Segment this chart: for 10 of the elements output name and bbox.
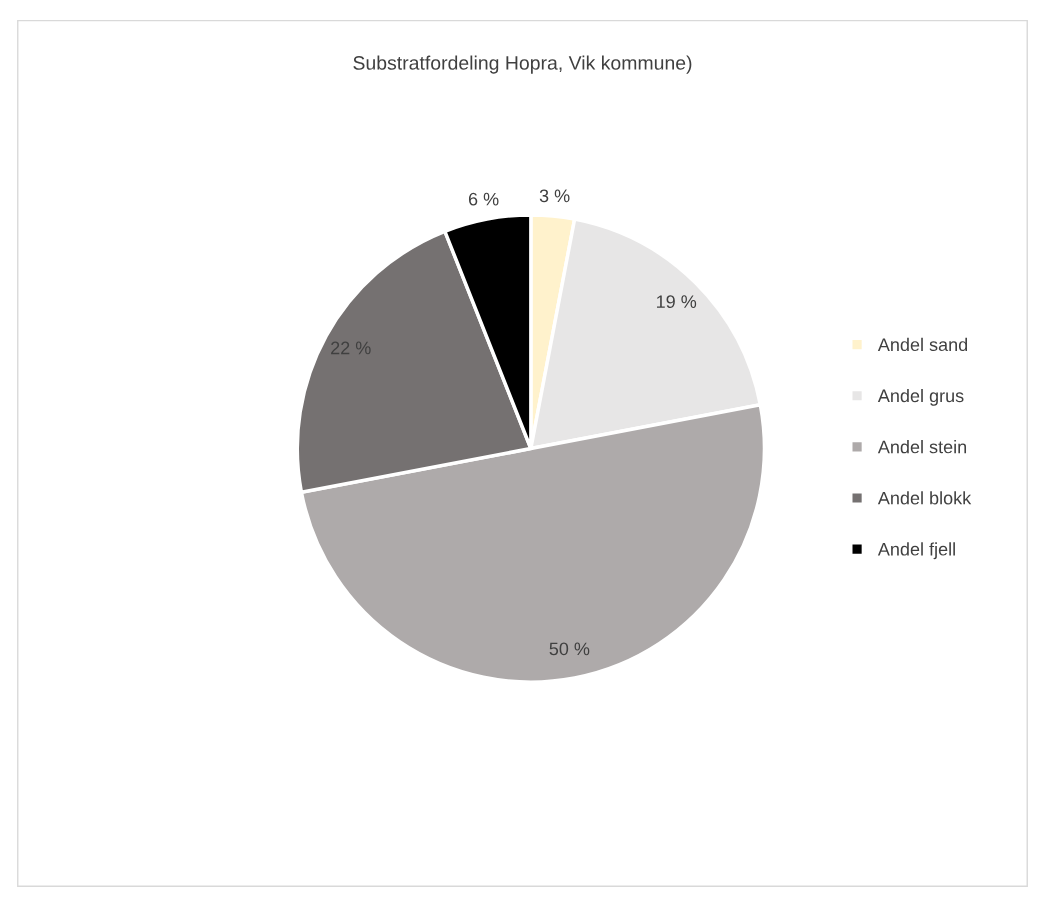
legend-label: Andel blokk	[877, 491, 972, 505]
legend-label: Andel grus	[877, 388, 964, 406]
legend-label: Andel stein	[877, 440, 967, 454]
data-label: 3 %	[539, 189, 570, 203]
chart-title: Substratfordeling Hopra, Vik kommune)	[353, 55, 692, 74]
data-label: 6 %	[468, 192, 499, 206]
legend-label: Andel fjell	[877, 542, 955, 560]
data-label: 50 %	[549, 642, 590, 656]
data-label: 19 %	[657, 295, 697, 308]
legend-label: Andel sand	[877, 337, 968, 352]
